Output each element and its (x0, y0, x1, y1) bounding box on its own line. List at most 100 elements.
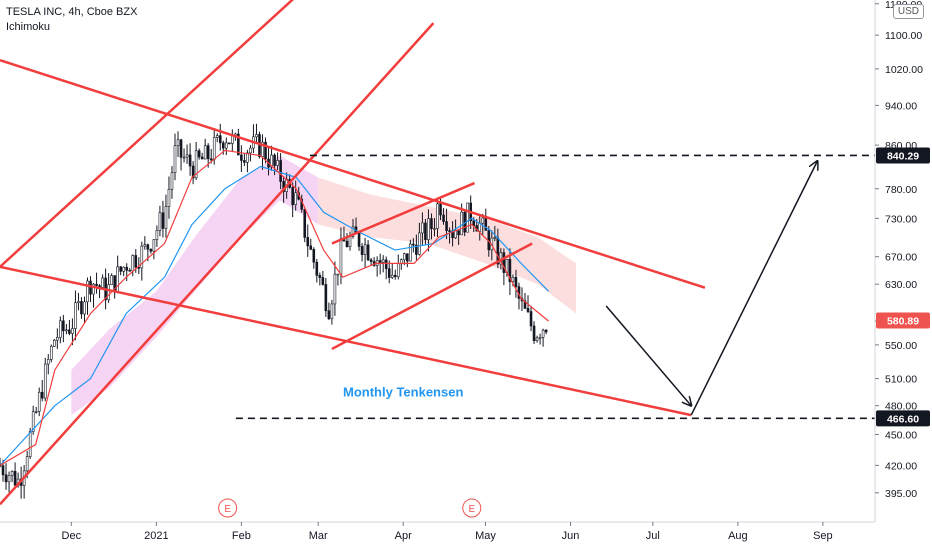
candle-body (107, 284, 110, 301)
candle-body (535, 337, 539, 342)
candle-body (65, 329, 68, 332)
candle-body (421, 222, 424, 234)
candle-body (390, 274, 394, 278)
candle-body (86, 280, 89, 303)
candle-body (445, 221, 448, 231)
y-tick-label: 395.00 (885, 488, 917, 500)
candle-body (330, 303, 334, 320)
y-tick-label: 630.00 (885, 279, 917, 291)
candle-body (209, 158, 213, 161)
candle-body (28, 431, 32, 457)
candle-body (37, 391, 41, 412)
candle-body (460, 211, 463, 236)
trendline-5 (331, 181, 476, 245)
kijun-sen-line (0, 165, 550, 466)
candle-body (532, 325, 536, 342)
candle-body (430, 218, 433, 229)
candle-body (215, 135, 219, 138)
candle-body (176, 139, 180, 147)
candle-body (315, 261, 319, 276)
earnings-marker-2[interactable]: E (462, 498, 482, 518)
candle-body (279, 160, 282, 182)
candle-body (508, 258, 512, 282)
level-price-tag-1-label: 840.29 (887, 150, 919, 162)
candle-body (264, 141, 267, 160)
candle-body (188, 154, 192, 167)
candle-body (240, 154, 243, 161)
y-tick-label: 940.00 (885, 100, 917, 112)
annotation-text-1: Monthly Tenkensen (343, 384, 463, 399)
candle-body (53, 339, 56, 347)
candle-body (439, 203, 442, 216)
candle-body (493, 237, 497, 239)
candle-body (179, 139, 183, 158)
candle-body (538, 337, 542, 339)
candle-body (369, 259, 373, 262)
candle-body (152, 239, 156, 252)
candle-body (1, 465, 5, 476)
candle-body (381, 259, 385, 263)
candle-body (357, 232, 361, 247)
candle-body (321, 277, 325, 285)
candle-body (327, 310, 331, 320)
candle-body (74, 302, 77, 329)
candle-body (306, 237, 310, 247)
candle-body (128, 270, 132, 272)
candle-body (95, 283, 98, 287)
candle-body (529, 311, 533, 327)
candle-body (146, 244, 150, 250)
candle-body (191, 165, 195, 179)
candle-body (409, 243, 412, 262)
candle-body (206, 145, 210, 160)
y-tick-label: 450.00 (885, 430, 917, 442)
trendline-3 (0, 0, 294, 268)
last-price-tag-bg (876, 312, 930, 329)
symbol-title: TESLA INC, 4h, Cboe BZX (6, 6, 138, 18)
candle-body (526, 308, 530, 312)
indicator-label: Ichimoku (6, 21, 51, 33)
candle-body (433, 228, 436, 230)
candle-body (415, 244, 418, 255)
candle-body (197, 150, 201, 158)
candle-body (92, 283, 95, 295)
candle-body (164, 206, 168, 229)
y-tick-label: 510.00 (885, 374, 917, 386)
candle-body (514, 276, 518, 287)
x-tick-label-Feb: Feb (232, 530, 251, 542)
candle-body (360, 246, 364, 255)
projection-arrow-2 (690, 161, 817, 416)
x-tick-label-Jun: Jun (562, 530, 580, 542)
candle-body (4, 474, 8, 483)
candle-body (161, 212, 165, 229)
earnings-marker-1[interactable]: E (218, 498, 238, 518)
candle-body (34, 411, 38, 413)
x-tick-label-Jul: Jul (646, 530, 660, 542)
candle-body (143, 244, 147, 247)
candle-body (31, 411, 35, 432)
candle-body (40, 391, 44, 399)
candle-body (427, 218, 430, 240)
candle-body (403, 253, 406, 261)
candle-body (270, 154, 273, 168)
x-tick-label-May: May (475, 530, 496, 542)
candle-body (363, 244, 367, 255)
currency-badge[interactable]: USD (892, 4, 924, 19)
y-tick-label: 780.00 (885, 184, 917, 196)
candle-body (336, 273, 340, 276)
candle-body (442, 214, 445, 222)
y-tick-label: 420.00 (885, 460, 917, 472)
candle-body (56, 337, 59, 341)
candle-body (62, 320, 65, 332)
level-price-tag-2: 466.60 (876, 410, 930, 427)
candle-body (137, 266, 141, 269)
candle-body (454, 230, 457, 239)
candle-body (149, 248, 153, 252)
candle-body (246, 152, 249, 163)
candle-body (43, 363, 47, 399)
candle-body (224, 142, 228, 149)
candle-body (243, 160, 246, 163)
candle-body (466, 202, 469, 233)
last-price-tag-label: 580.89 (887, 315, 919, 327)
